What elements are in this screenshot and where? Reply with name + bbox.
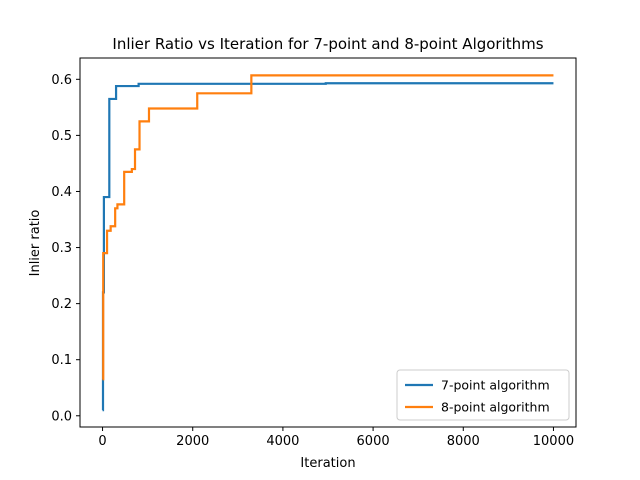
x-tick-label: 4000 (266, 434, 299, 449)
legend-box (396, 369, 570, 421)
y-tick-label: 0.5 (51, 129, 72, 144)
series-line-2 (102, 74, 554, 381)
y-tick-label: 0.2 (51, 297, 72, 312)
legend-label-2: 8-point algorithm (441, 400, 550, 415)
x-tick-label: 10000 (533, 434, 574, 449)
y-tick-label: 0.3 (51, 241, 72, 256)
x-tick-label: 6000 (357, 434, 390, 449)
axes-frame (79, 57, 577, 428)
y-tick-label: 0.1 (51, 353, 72, 368)
axis-ticks: 0 2000 4000 6000 8000 10000 0.0 0.1 0.2 0.3 0.4 0.5… (51, 73, 574, 449)
legend-label-1: 7-point algorithm (441, 378, 550, 393)
y-tick-label: 0.4 (51, 185, 72, 200)
x-axis-label: Iteration (300, 456, 355, 471)
y-tick-label: 0.0 (51, 409, 72, 424)
y-axis-label: Inlier ratio (28, 210, 43, 277)
legend: 7-point algorithm 8-point algorithm (396, 369, 570, 421)
chart-title: Inlier Ratio vs Iteration for 7-point an… (112, 35, 543, 53)
x-tick-label: 8000 (447, 434, 480, 449)
x-tick-label: 0 (98, 434, 106, 449)
plot-area (101, 74, 554, 412)
series-line-1 (101, 82, 554, 412)
y-tick-label: 0.6 (51, 73, 72, 88)
x-tick-label: 2000 (176, 434, 209, 449)
